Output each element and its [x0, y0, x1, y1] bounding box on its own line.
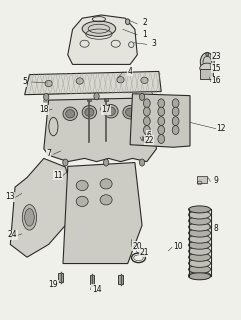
Text: 5: 5 [22, 77, 27, 86]
Circle shape [172, 99, 179, 108]
Ellipse shape [45, 80, 52, 87]
Ellipse shape [188, 241, 211, 249]
Ellipse shape [188, 206, 211, 213]
Circle shape [126, 19, 130, 25]
Text: 12: 12 [216, 124, 226, 132]
Polygon shape [10, 158, 75, 257]
Ellipse shape [126, 108, 135, 116]
Circle shape [140, 93, 145, 100]
Text: 21: 21 [140, 248, 149, 257]
Text: 13: 13 [6, 192, 15, 201]
Bar [104, 98, 108, 101]
Circle shape [143, 134, 150, 143]
Bar [200, 68, 214, 79]
Text: 19: 19 [49, 280, 58, 289]
Text: 22: 22 [145, 136, 154, 145]
Text: 8: 8 [214, 224, 219, 233]
Polygon shape [44, 92, 154, 102]
Ellipse shape [188, 217, 211, 225]
Ellipse shape [188, 253, 211, 261]
Ellipse shape [76, 78, 83, 84]
Ellipse shape [188, 271, 211, 279]
Polygon shape [25, 71, 161, 95]
Circle shape [143, 107, 150, 116]
Circle shape [63, 159, 68, 166]
Circle shape [172, 125, 179, 134]
Text: 17: 17 [101, 105, 111, 114]
Polygon shape [68, 15, 137, 64]
Ellipse shape [117, 76, 124, 83]
Circle shape [172, 117, 179, 125]
Ellipse shape [188, 273, 211, 280]
Ellipse shape [188, 211, 211, 219]
Ellipse shape [188, 223, 211, 231]
Ellipse shape [188, 235, 211, 243]
Ellipse shape [25, 209, 34, 226]
Circle shape [143, 99, 150, 108]
Ellipse shape [188, 265, 211, 273]
Text: 9: 9 [214, 176, 219, 185]
Polygon shape [63, 163, 142, 264]
Circle shape [143, 125, 150, 134]
Ellipse shape [200, 52, 214, 71]
Ellipse shape [22, 204, 37, 230]
Bar [197, 176, 207, 183]
Ellipse shape [85, 108, 94, 116]
Text: 6: 6 [147, 131, 152, 140]
Ellipse shape [104, 105, 118, 118]
Circle shape [158, 99, 165, 108]
Ellipse shape [141, 77, 148, 84]
Ellipse shape [188, 259, 211, 268]
Text: 10: 10 [173, 242, 183, 251]
Ellipse shape [100, 195, 112, 205]
Ellipse shape [200, 63, 215, 73]
Circle shape [143, 117, 150, 125]
Text: 15: 15 [212, 64, 221, 73]
Text: 7: 7 [46, 149, 51, 158]
Text: 23: 23 [212, 52, 221, 61]
Text: 2: 2 [142, 19, 147, 28]
Bar [58, 273, 63, 282]
Circle shape [158, 134, 165, 143]
Ellipse shape [100, 179, 112, 189]
Text: 18: 18 [39, 105, 49, 114]
Circle shape [158, 117, 165, 125]
Ellipse shape [76, 180, 88, 191]
Circle shape [172, 107, 179, 116]
Circle shape [44, 93, 49, 100]
Circle shape [206, 52, 209, 56]
Ellipse shape [63, 107, 77, 121]
Circle shape [140, 159, 145, 166]
Ellipse shape [106, 107, 115, 116]
Ellipse shape [66, 110, 75, 118]
Ellipse shape [123, 106, 137, 119]
Text: 16: 16 [212, 76, 221, 85]
Bar [87, 99, 91, 101]
Text: 3: 3 [152, 39, 156, 48]
Polygon shape [130, 94, 190, 147]
Circle shape [158, 125, 165, 134]
Ellipse shape [76, 196, 88, 206]
Text: 1: 1 [142, 30, 147, 39]
Bar [118, 275, 123, 284]
Text: 11: 11 [54, 171, 63, 180]
Text: 4: 4 [128, 67, 133, 76]
Text: 14: 14 [92, 284, 101, 293]
Circle shape [158, 107, 165, 116]
Circle shape [103, 159, 109, 166]
Polygon shape [44, 98, 156, 162]
Ellipse shape [188, 247, 211, 255]
Ellipse shape [82, 21, 116, 36]
Text: 20: 20 [133, 242, 142, 251]
Circle shape [94, 93, 99, 100]
Text: 24: 24 [8, 230, 18, 239]
Ellipse shape [188, 229, 211, 237]
Ellipse shape [82, 106, 97, 119]
Bar [90, 275, 94, 284]
